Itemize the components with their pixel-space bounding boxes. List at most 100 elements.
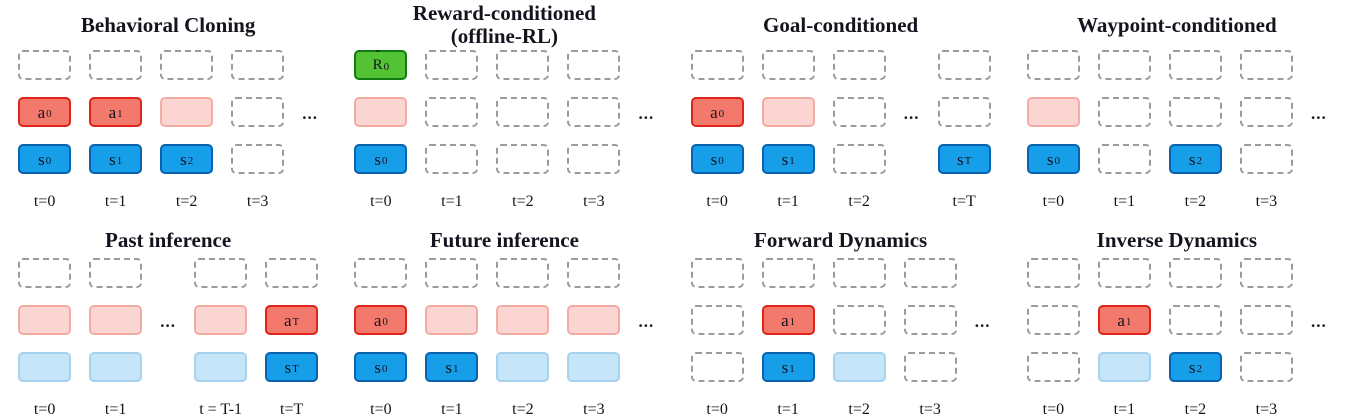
panel-title: Inverse Dynamics [1096, 227, 1258, 252]
spacer [302, 144, 318, 174]
token-column: t=2 [832, 50, 886, 211]
token-empty [1239, 97, 1293, 127]
token-column: a 1 s 1 t=1 [761, 258, 815, 419]
token-column: a 0 s 0 t=0 [690, 50, 744, 211]
token-column: s 2 t=2 [1168, 50, 1222, 211]
token-empty [832, 144, 886, 174]
token-empty [1239, 144, 1293, 174]
token-grid: R ˆ 0 s 0 t=0 t=1 t=2 t=3... [354, 46, 654, 211]
time-label: t=1 [777, 401, 799, 418]
token-empty [231, 144, 285, 174]
token-state-faded [194, 352, 248, 382]
time-label: t=0 [33, 193, 56, 210]
time-label: t=2 [848, 193, 870, 210]
time-label: t=0 [1042, 193, 1065, 210]
time-label: t=2 [512, 193, 534, 210]
time-label: t=0 [370, 193, 392, 210]
token-empty [832, 50, 886, 80]
token-empty [265, 258, 319, 288]
spacer [1311, 50, 1327, 80]
token-column: a 0 s 0 t=0 [18, 50, 72, 211]
token-empty [567, 97, 621, 127]
spacer [638, 258, 654, 288]
panel-row-top: Behavioral Cloning a 0 s 0 t=0 a 1 s 1 t=1 s 2 t=2 t=3… [0, 0, 1327, 222]
token-empty [496, 97, 550, 127]
token-column: t=3 [567, 50, 621, 211]
token-column: s 2 t=2 [1168, 258, 1222, 419]
token-action-faded [89, 305, 143, 335]
token-action-faded [567, 305, 621, 335]
token-empty [1239, 352, 1293, 382]
token-column: s 0 t=0 [1026, 50, 1080, 211]
ellipsis: ... [903, 104, 920, 123]
panel-title: Goal-conditioned [763, 12, 919, 37]
token-empty [761, 50, 815, 80]
panel-forward-dynamics: Forward Dynamics t=0 a 1 s 1 t=1 t=2 t=3... [673, 222, 1009, 419]
token-empty [1097, 258, 1151, 288]
spacer [1311, 352, 1327, 382]
token-empty [231, 50, 285, 80]
token-empty [903, 305, 957, 335]
token-empty [761, 258, 815, 288]
ellipsis: ... [1311, 104, 1327, 123]
token-empty [1239, 258, 1293, 288]
panel-title: Past inference [105, 227, 232, 252]
token-action-faded [18, 305, 72, 335]
ellipsis-column: ... [975, 258, 991, 419]
token-column: t=3 [1239, 50, 1293, 211]
token-state-faded [496, 352, 550, 382]
token-column: a 1 t=1 [1097, 258, 1151, 419]
ellipsis: ... [638, 312, 655, 331]
token-label: s [445, 357, 452, 377]
ellipsis-column: ... [638, 50, 654, 211]
token-column: t=3 [567, 258, 621, 419]
token-empty [160, 50, 214, 80]
token-action-faded [194, 305, 248, 335]
token-empty [1026, 258, 1080, 288]
time-label: t=T [952, 193, 976, 210]
token-empty [89, 50, 143, 80]
time-label: t=1 [777, 193, 799, 210]
ellipsis-column: ... [302, 50, 318, 211]
spacer [638, 144, 654, 174]
token-grid: a 0 s 0 t=0 s 1 t=1 t=2... s T t=T [690, 50, 991, 211]
time-label: t=1 [1113, 193, 1136, 210]
token-empty [1168, 305, 1222, 335]
token-empty [1097, 97, 1151, 127]
spacer [904, 144, 920, 174]
token-column: a T s T t=T [265, 258, 319, 419]
panel-inverse-dynamics: Inverse Dynamics t=0 a 1 t=1 s 2 t=2 t=3... [1009, 222, 1345, 419]
token-empty [832, 97, 886, 127]
time-label: t=3 [583, 401, 605, 418]
token-column: t=3 [1239, 258, 1293, 419]
token-action-faded [425, 305, 479, 335]
token-empty [496, 144, 550, 174]
spacer [638, 352, 654, 382]
token-empty [425, 258, 479, 288]
token-grid: s 0 t=0 t=1 s 2 t=2 t=3... [1026, 50, 1327, 211]
token-empty [354, 258, 408, 288]
token-grid: t=0 a 1 s 1 t=1 t=2 t=3... [690, 258, 991, 419]
token-empty [937, 50, 991, 80]
ellipsis-column: ... [904, 50, 920, 211]
token-empty [832, 258, 886, 288]
token-column: t=1 [1097, 50, 1151, 211]
token-label: a [108, 102, 117, 122]
token-empty [567, 258, 621, 288]
spacer [638, 50, 654, 80]
token-empty [690, 305, 744, 335]
token-column: t=3 [903, 258, 957, 419]
token-empty [1168, 258, 1222, 288]
panel-behavioral-cloning: Behavioral Cloning a 0 s 0 t=0 a 1 s 1 t=1 s 2 t=2 t=3… [0, 0, 336, 222]
panel-goal-conditioned: Goal-conditioned a 0 s 0 t=0 s 1 t=1 t=2... s T t=T [673, 0, 1009, 222]
panel-row-bottom: Past inference t=0 t=1... t = T-1 a T s T t=T Fut… [0, 222, 1345, 419]
time-label: t=3 [1255, 193, 1278, 210]
